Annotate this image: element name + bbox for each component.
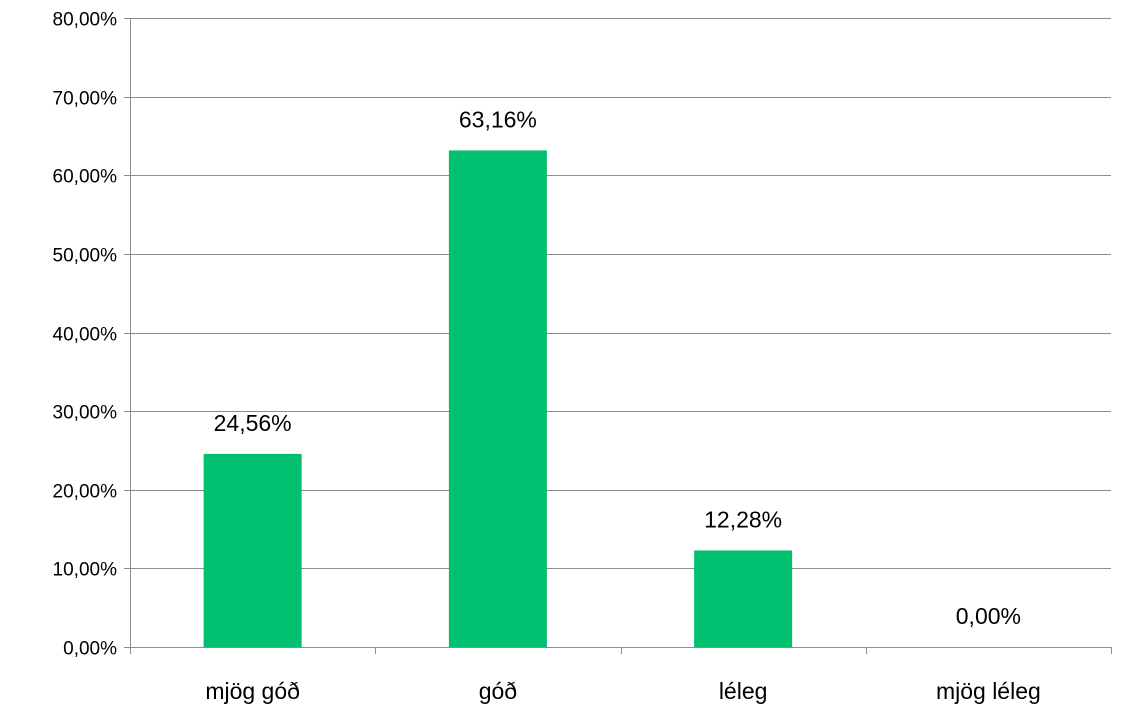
y-tick-label: 70,00% [53, 89, 118, 110]
y-tick-label: 60,00% [53, 167, 118, 188]
category-label: góð [479, 678, 517, 704]
data-label: 12,28% [704, 506, 782, 532]
y-tick-label: 0,00% [63, 639, 117, 660]
y-tick-label: 20,00% [53, 482, 118, 503]
data-label: 24,56% [214, 410, 292, 436]
labels: 0,00% 10,00% 20,00% 30,00% 40,00% 50,00% 60,00… [53, 10, 1041, 705]
y-tick-label: 30,00% [53, 403, 118, 424]
data-label: 0,00% [956, 603, 1021, 629]
y-tick-label: 40,00% [53, 325, 118, 346]
category-label: mjög góð [205, 678, 300, 704]
y-tick-label: 80,00% [53, 10, 118, 31]
category-label: léleg [719, 678, 768, 704]
bar [694, 550, 793, 647]
axes [124, 18, 1112, 654]
category-label: mjög léleg [936, 678, 1041, 704]
data-label: 63,16% [459, 106, 537, 132]
y-tick-label: 50,00% [53, 246, 118, 267]
bar [203, 453, 302, 647]
bars [203, 150, 793, 648]
bar [448, 150, 547, 648]
y-tick-label: 10,00% [53, 560, 118, 581]
